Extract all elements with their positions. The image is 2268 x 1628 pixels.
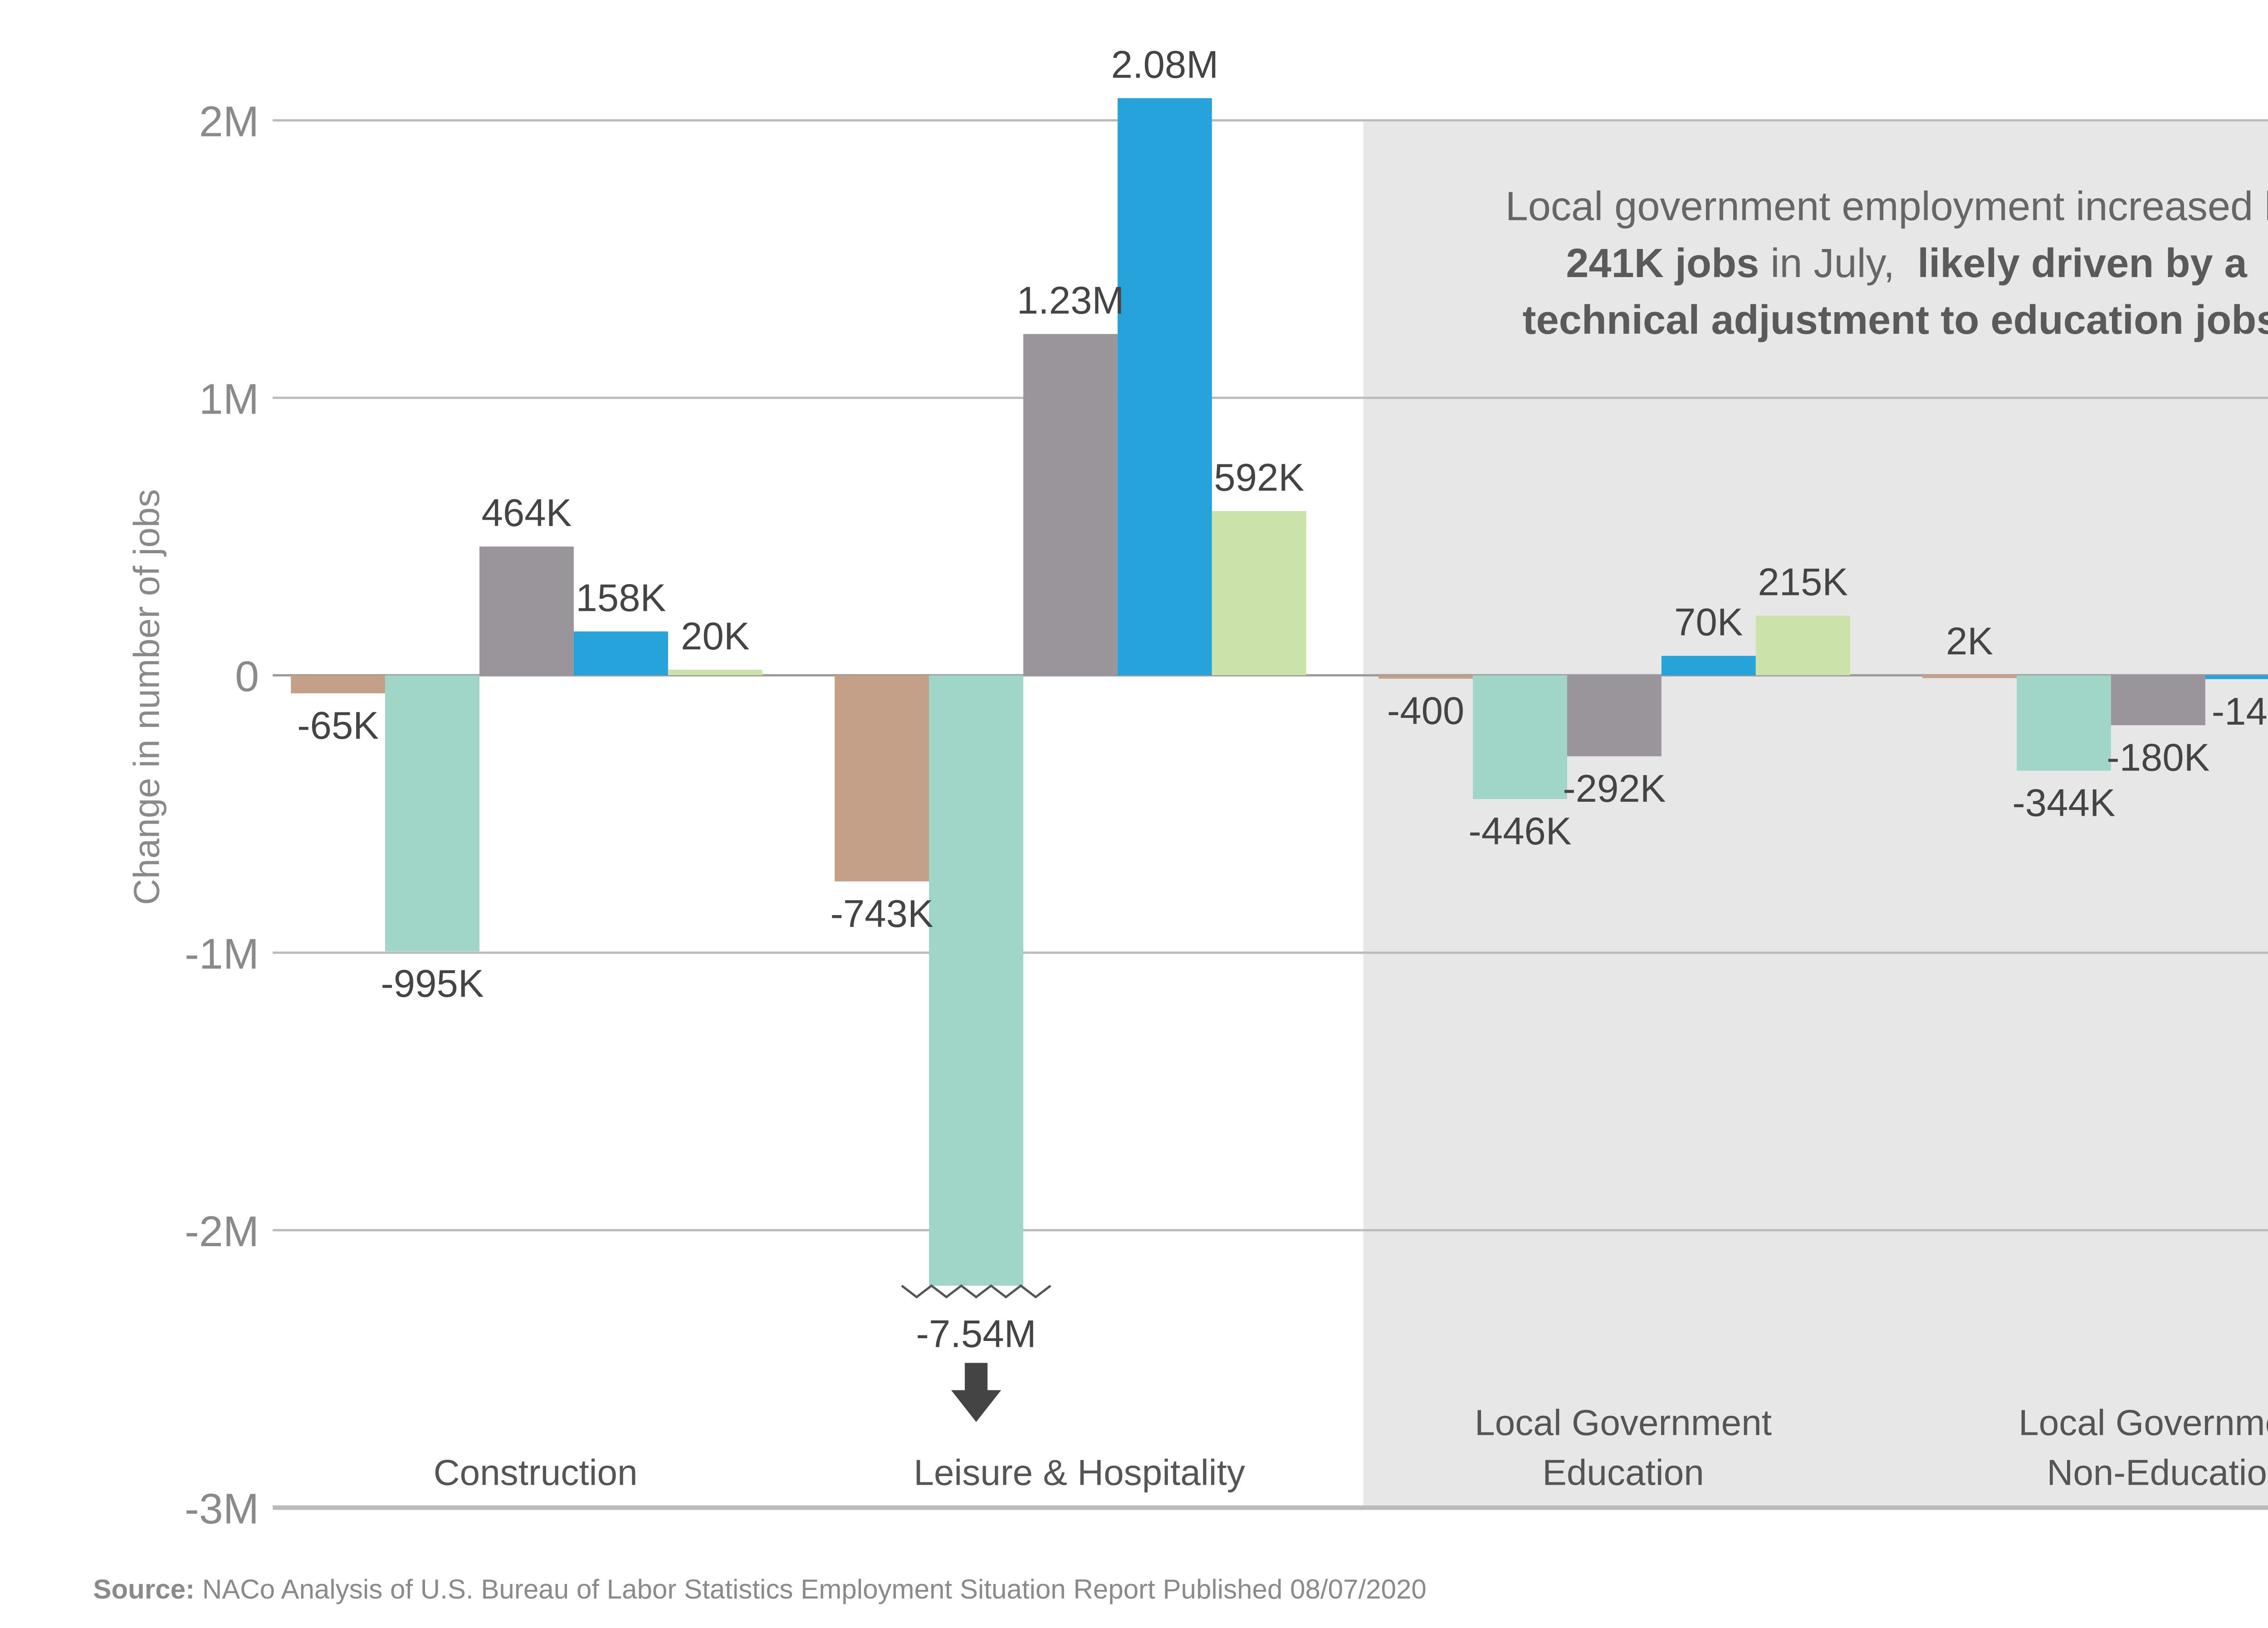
data-label: -400 <box>1387 690 1464 733</box>
data-label: 158K <box>576 576 666 619</box>
y-tick-label: 1M <box>199 375 259 423</box>
data-label: 464K <box>482 492 572 535</box>
data-label: -743K <box>831 892 934 936</box>
y-tick-label: 2M <box>199 97 259 146</box>
bar <box>385 675 480 951</box>
bar <box>2205 675 2268 679</box>
data-label: 2.08M <box>1111 43 1218 86</box>
bar <box>1755 615 1850 676</box>
bar <box>1567 675 1662 756</box>
source-note: Source: NACo Analysis of U.S. Bureau of … <box>93 1574 1426 1604</box>
data-label: -292K <box>1563 767 1666 810</box>
annotation-line-2: 241K jobs in July, likely driven by a <box>1566 240 2247 286</box>
bar <box>2111 675 2205 726</box>
data-label: 592K <box>1214 456 1304 499</box>
bar <box>1661 656 1756 676</box>
bar <box>929 675 1023 1286</box>
annotation-line-1: Local government employment increased by <box>1505 184 2268 229</box>
data-label: -180K <box>2107 736 2209 779</box>
data-label: 215K <box>1758 561 1848 604</box>
bar <box>668 669 763 676</box>
data-label: -65K <box>297 704 379 747</box>
bar <box>1117 98 1212 676</box>
y-tick-label: 0 <box>235 653 259 701</box>
annotation-line-3: technical adjustment to education jobs. <box>1523 297 2268 343</box>
annotation: Local government employment increased by… <box>1505 184 2268 343</box>
axis-break-marker <box>901 1284 1051 1422</box>
bar <box>479 546 574 676</box>
bar <box>1378 675 1473 679</box>
y-tick-label: -1M <box>185 930 259 978</box>
category-label: Construction <box>434 1452 638 1493</box>
bar <box>573 631 668 676</box>
category-label: Local Government <box>2019 1402 2268 1443</box>
bar <box>835 675 929 882</box>
data-label: 2K <box>1946 620 1993 663</box>
y-tick-label: -2M <box>185 1208 259 1256</box>
gridlines <box>273 119 2268 1510</box>
bar <box>291 675 386 693</box>
bar <box>1212 511 1306 676</box>
data-label: -995K <box>381 962 484 1005</box>
bars <box>291 98 2268 1286</box>
zigzag-break-line <box>901 1284 1051 1299</box>
category-label: Non-Education <box>2047 1452 2268 1493</box>
bar <box>1023 334 1118 676</box>
data-label: 70K <box>1674 601 1743 644</box>
y-tick-label: -3M <box>185 1485 259 1533</box>
data-label: -446K <box>1468 810 1571 853</box>
data-label: -14K <box>2212 690 2268 733</box>
bar <box>2016 675 2111 771</box>
data-label: -344K <box>2012 782 2115 825</box>
down-arrow-icon <box>951 1363 1002 1422</box>
bar <box>1922 674 2017 678</box>
category-label: Education <box>1542 1452 1704 1493</box>
category-labels: Construction Leisure & Hospitality Local G… <box>434 1402 2268 1492</box>
data-label: 1.23M <box>1017 279 1124 322</box>
category-label: Local Government <box>1475 1402 1772 1443</box>
bar <box>1473 675 1567 799</box>
data-label: -7.54M <box>916 1312 1036 1355</box>
y-axis-label: Change in number of jobs <box>126 489 167 905</box>
data-label: 20K <box>681 615 750 658</box>
category-label: Leisure & Hospitality <box>914 1452 1245 1493</box>
y-axis-ticks: 2M 1M 0 -1M -2M -3M <box>185 97 259 1533</box>
highlight-band <box>1363 120 2268 1508</box>
